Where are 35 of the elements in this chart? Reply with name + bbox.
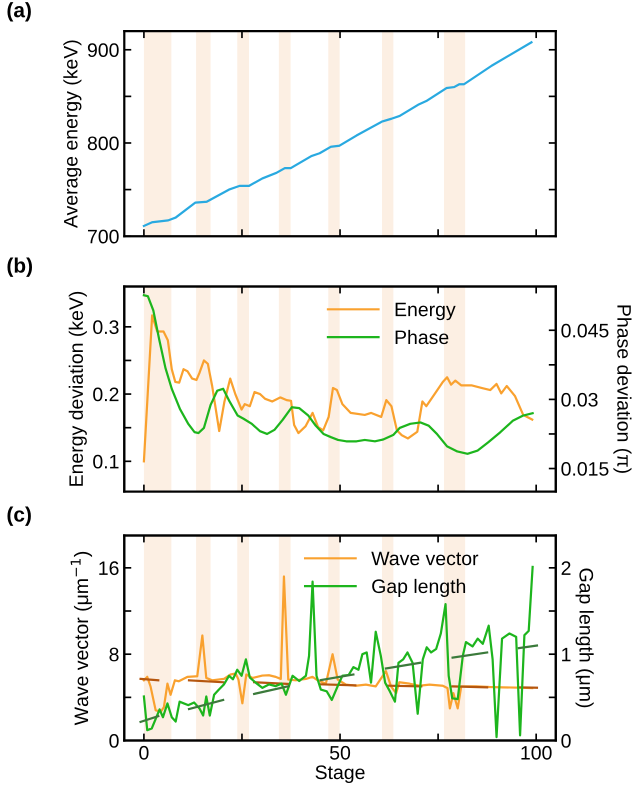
y2-axis-title: Phase deviation (π) xyxy=(613,306,632,473)
y-tick-label: 16 xyxy=(99,561,119,576)
y-axis-title: Average energy (keV) xyxy=(63,40,82,228)
y-axis-title: Energy deviation (keV) xyxy=(68,292,87,486)
y-tick-label: 0.3 xyxy=(93,320,119,334)
y2-tick-label: 0.045 xyxy=(561,324,608,338)
x-tick-label: 100 xyxy=(521,746,552,760)
y2-tick-label: 1 xyxy=(562,648,570,662)
text: (b) xyxy=(7,257,32,277)
y2-tick-label: 0.03 xyxy=(561,392,598,407)
line-series xyxy=(142,294,534,455)
y-tick-label: 800 xyxy=(88,136,119,150)
x-axis-title: Stage xyxy=(316,765,365,784)
y-tick-label: 0.1 xyxy=(93,454,118,469)
text: (c) xyxy=(7,506,31,526)
y-axis-title: Wave vector (μm$^{−1}$) xyxy=(70,552,92,726)
text: (a) xyxy=(7,2,31,22)
line-series xyxy=(142,41,533,228)
y2-axis-title: Gap length (μm) xyxy=(576,568,594,708)
y-tick-label: 8 xyxy=(109,648,119,662)
y-tick-label: 0.2 xyxy=(93,388,118,402)
legend-label: Phase xyxy=(396,330,448,344)
y-tick-label: 900 xyxy=(88,43,119,58)
y-tick-label: 700 xyxy=(88,230,119,244)
y2-tick-label: 0.015 xyxy=(561,462,608,476)
y-tick-label: 0 xyxy=(109,734,119,748)
legend-label: Wave vector xyxy=(371,552,478,566)
y2-tick-label: 0 xyxy=(561,734,571,748)
legend-label: Energy xyxy=(396,302,456,320)
x-tick-label: 0 xyxy=(139,746,149,760)
legend-label: Gap length xyxy=(372,578,466,597)
x-tick-label: 50 xyxy=(330,746,350,760)
y2-tick-label: 2 xyxy=(562,561,570,575)
line-series xyxy=(142,575,534,713)
line-series xyxy=(142,566,534,738)
